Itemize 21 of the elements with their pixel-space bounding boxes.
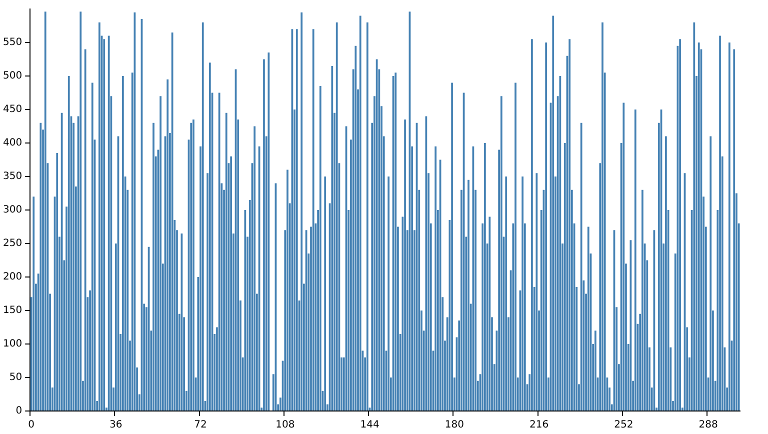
y-tick-label: 350 [2, 171, 22, 182]
y-tick-label: 250 [2, 238, 22, 250]
y-tick-label: 400 [2, 138, 22, 149]
x-tick-label: 288 [698, 420, 718, 431]
y-tick-label: 100 [2, 338, 22, 350]
x-tick-label: 180 [444, 420, 464, 431]
y-tick-label: 500 [2, 70, 22, 82]
x-tick-label: 252 [614, 420, 634, 431]
y-tick-label: 150 [2, 305, 22, 316]
x-tick-label: 144 [360, 420, 380, 431]
y-tick-label: 450 [2, 104, 22, 116]
y-tick-label: 300 [2, 204, 22, 216]
x-tick-label: 108 [276, 420, 295, 431]
y-tick-label: 200 [2, 272, 22, 283]
x-tick-label: 216 [529, 420, 549, 431]
x-tick-label: 0 [28, 420, 34, 431]
y-tick-label: 0 [16, 406, 22, 417]
y-tick-label: 50 [9, 372, 22, 384]
x-tick-label: 36 [110, 420, 122, 431]
x-tick-label: 72 [194, 420, 207, 431]
y-tick-label: 550 [2, 37, 22, 48]
